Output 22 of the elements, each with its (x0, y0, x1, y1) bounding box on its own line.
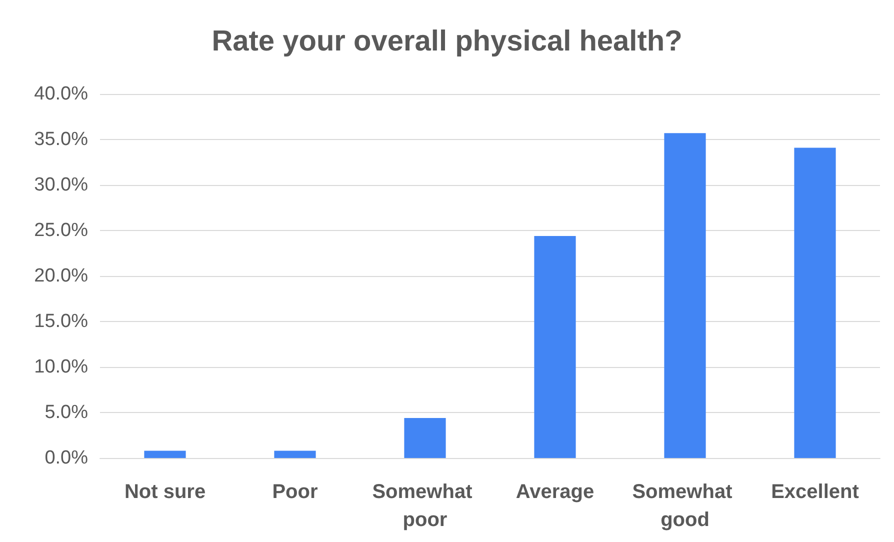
y-tick-label: 15.0% (34, 311, 88, 332)
x-tick-label: Not sure (124, 481, 206, 503)
bar (534, 236, 576, 458)
chart-title: Rate your overall physical health? (212, 26, 682, 58)
y-tick-label: 40.0% (34, 84, 88, 104)
y-tick-label: 30.0% (34, 174, 88, 196)
y-tick-label: 0.0% (44, 448, 88, 468)
bar (794, 148, 836, 458)
bar (144, 450, 186, 458)
y-tick-label: 25.0% (34, 220, 88, 241)
x-tick-label: Excellent (771, 481, 860, 503)
bar (404, 418, 446, 458)
x-tick-label: Average (516, 481, 594, 503)
x-tick-label: Poor (272, 481, 318, 503)
y-tick-label: 5.0% (44, 402, 88, 423)
bar (274, 450, 316, 458)
y-tick-label: 35.0% (34, 129, 88, 150)
x-tick-label: Somewhat poor (372, 481, 478, 531)
y-tick-label: 10.0% (34, 356, 88, 378)
bar (664, 133, 706, 458)
y-tick-label: 20.0% (34, 266, 88, 286)
x-tick-label: Somewhat good (632, 481, 738, 531)
